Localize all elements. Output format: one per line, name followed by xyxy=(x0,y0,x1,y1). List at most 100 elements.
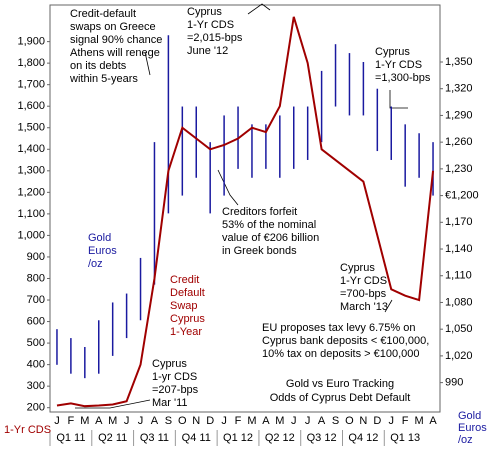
x-tick-label: A xyxy=(95,415,103,427)
plot-frame xyxy=(49,4,441,413)
pointer xyxy=(384,299,393,313)
y2-tick-label: 1,230 xyxy=(445,163,473,175)
quarter-label: Q1 11 xyxy=(56,432,85,444)
y-tick-label: 1,100 xyxy=(17,208,45,220)
quarter-label: Q1 12 xyxy=(223,432,253,444)
annotation: =1,300-bps xyxy=(375,72,431,84)
annotation: swaps on Greece xyxy=(70,21,156,33)
y2-tick-label: 1,320 xyxy=(445,83,473,95)
annotation: within 5-years xyxy=(69,73,138,85)
x-tick-label: D xyxy=(206,415,214,427)
annotation: in Greek bonds xyxy=(222,245,297,257)
quarter-label: Q2 11 xyxy=(98,432,127,444)
y2-axis-label: /oz xyxy=(458,434,473,446)
chart-title: Odds of Cyprus Debt Default xyxy=(270,392,411,404)
y2-axis-label: Gold xyxy=(458,410,481,422)
y-tick-label: 1,800 xyxy=(17,57,45,69)
annotation: Creditors forfeit xyxy=(222,206,297,218)
y2-tick-label: 1,350 xyxy=(445,56,473,68)
y-tick-label: 1,900 xyxy=(17,36,45,48)
x-tick-label: O xyxy=(178,415,187,427)
annotation: Mar '11 xyxy=(152,397,188,409)
x-tick-label: N xyxy=(359,415,367,427)
pointer xyxy=(144,51,151,76)
quarter-label: Q2 12 xyxy=(265,432,295,444)
pointer xyxy=(217,169,239,206)
y2-tick-label: 1,020 xyxy=(445,350,473,362)
y-tick-label: 500 xyxy=(27,337,45,349)
annotation: value of €206 billion xyxy=(222,232,319,244)
annotation: March '13 xyxy=(340,301,388,313)
x-tick-label: J xyxy=(54,415,60,427)
annotation: =207-bps xyxy=(152,384,199,396)
quarter-label: Q1 13 xyxy=(390,432,420,444)
y2-tick-label: 1,140 xyxy=(445,243,473,255)
x-tick-label: A xyxy=(318,415,326,427)
x-tick-label: M xyxy=(108,415,117,427)
y2-tick-label: 1,260 xyxy=(445,136,473,148)
y2-tick-label: 1,080 xyxy=(445,296,473,308)
y2-tick-label: 990 xyxy=(445,377,463,389)
y2-tick-label: €1,200 xyxy=(445,189,479,201)
x-tick-label: A xyxy=(151,415,159,427)
y-axis-label: 1-Yr CDS xyxy=(4,424,51,436)
quarter-label: Q4 11 xyxy=(182,432,211,444)
x-tick-label: M xyxy=(275,415,284,427)
x-tick-label: F xyxy=(402,415,409,427)
y-tick-label: 1,300 xyxy=(17,165,45,177)
annotation: Swap xyxy=(170,300,198,312)
annotation: Default xyxy=(170,287,205,299)
x-tick-label: N xyxy=(192,415,200,427)
y2-axis-label: Euros xyxy=(458,422,487,434)
annotation: 1-Yr CDS xyxy=(187,19,234,31)
annotation: 1-Yr CDS xyxy=(340,275,387,287)
y2-tick-label: 1,170 xyxy=(445,216,473,228)
quarter-label: Q3 11 xyxy=(140,432,169,444)
x-tick-label: J xyxy=(291,415,297,427)
cds-line xyxy=(56,16,435,408)
quarter-label: Q3 12 xyxy=(307,432,337,444)
y2-tick-label: 1,290 xyxy=(445,109,473,121)
annotation: Cyprus xyxy=(152,358,187,370)
y-tick-label: 300 xyxy=(27,380,45,392)
annotation: =2,015-bps xyxy=(187,32,243,44)
pointer xyxy=(389,90,408,109)
annotation: 1-yr CDS xyxy=(152,371,197,383)
pointer xyxy=(247,3,271,15)
annotation: Cyprus bank deposits < €100,000, xyxy=(262,335,429,347)
annotation: 10% tax on deposits > €100,000 xyxy=(262,348,419,360)
annotation: signal 90% chance xyxy=(70,34,162,46)
annotation: Cyprus xyxy=(187,6,222,18)
annotation: /oz xyxy=(88,258,103,270)
y-tick-label: 1,700 xyxy=(17,79,45,91)
x-tick-label: O xyxy=(345,415,354,427)
annotation: Cyprus xyxy=(375,46,410,58)
x-tick-label: J xyxy=(138,415,144,427)
annotation: Credit xyxy=(170,274,199,286)
y-tick-label: 1,000 xyxy=(17,229,45,241)
y-tick-label: 400 xyxy=(27,359,45,371)
annotation: Credit-default xyxy=(70,8,136,20)
y2-tick-label: 1,050 xyxy=(445,323,473,335)
annotation: 53% of the nominal xyxy=(222,219,316,231)
x-tick-label: J xyxy=(305,415,311,427)
annotation: EU proposes tax levy 6.75% on xyxy=(262,322,415,334)
x-tick-label: F xyxy=(235,415,242,427)
x-tick-label: J xyxy=(124,415,130,427)
x-tick-label: M xyxy=(415,415,424,427)
y-tick-label: 900 xyxy=(27,251,45,263)
annotation: Gold xyxy=(88,232,111,244)
x-tick-label: A xyxy=(262,415,270,427)
annotation: on its debts xyxy=(70,60,127,72)
y-tick-label: 1,400 xyxy=(17,143,45,155)
quarter-label: Q4 12 xyxy=(348,432,378,444)
annotation: =700-bps xyxy=(340,288,387,300)
annotation: Athens will renege xyxy=(70,47,160,59)
annotation: Euros xyxy=(88,245,117,257)
x-tick-label: S xyxy=(332,415,339,427)
x-tick-label: A xyxy=(429,415,437,427)
x-tick-label: M xyxy=(247,415,256,427)
y-tick-label: 700 xyxy=(27,294,45,306)
y-tick-label: 800 xyxy=(27,272,45,284)
